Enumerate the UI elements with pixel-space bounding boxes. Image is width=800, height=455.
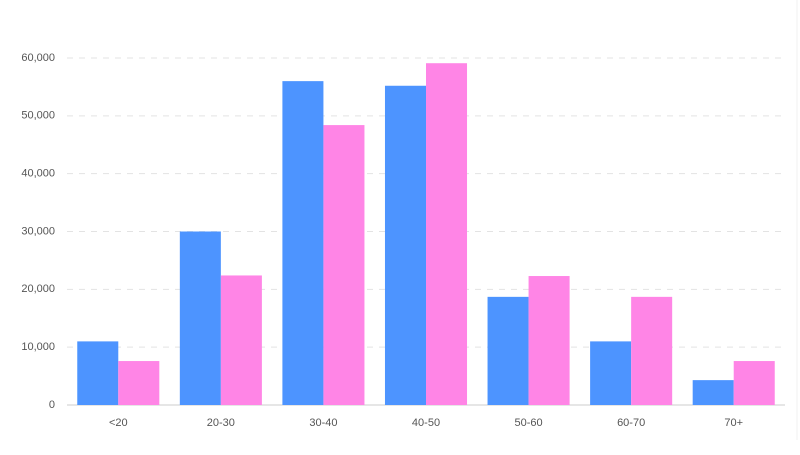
bar (631, 296, 673, 405)
x-tick-label: 20-30 (207, 417, 235, 429)
bar (118, 361, 160, 405)
bar (487, 296, 529, 405)
bar (733, 361, 775, 405)
y-tick-label: 50,000 (21, 110, 55, 122)
bar (384, 85, 426, 405)
x-tick-label: 40-50 (412, 417, 440, 429)
y-tick-label: 0 (49, 399, 55, 411)
bar (282, 81, 324, 405)
y-tick-label: 60,000 (21, 52, 55, 64)
bar (323, 125, 365, 405)
bar (426, 63, 468, 406)
bar (528, 276, 570, 405)
x-tick-label: 60-70 (617, 417, 645, 429)
x-tick-label: 50-60 (515, 417, 543, 429)
bar (692, 380, 734, 405)
x-tick-label: 70+ (724, 417, 743, 429)
bar (590, 341, 632, 405)
y-tick-label: 10,000 (21, 341, 55, 353)
y-tick-label: 40,000 (21, 168, 55, 180)
bar (179, 231, 221, 405)
y-tick-label: 20,000 (21, 283, 55, 295)
bar (220, 275, 262, 405)
y-tick-label: 30,000 (21, 225, 55, 237)
x-tick-label: 30-40 (309, 417, 337, 429)
x-tick-label: <20 (109, 417, 128, 429)
bar (77, 341, 119, 405)
